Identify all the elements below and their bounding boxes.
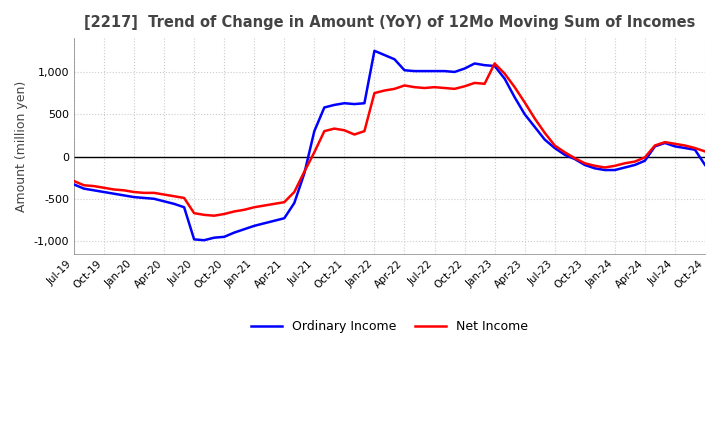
Ordinary Income (340, 101, 348, 106)
Net Income (150, 190, 158, 195)
Ordinary Income (490, 63, 499, 69)
Line: Ordinary Income: Ordinary Income (74, 51, 705, 240)
Net Income (431, 84, 439, 90)
Net Income (70, 178, 78, 183)
Ordinary Income (70, 182, 78, 187)
Ordinary Income (400, 68, 409, 73)
Y-axis label: Amount (million yen): Amount (million yen) (15, 81, 28, 212)
Ordinary Income (150, 196, 158, 202)
Net Income (490, 61, 499, 66)
Net Income (390, 86, 399, 92)
Net Income (500, 71, 509, 76)
Ordinary Income (500, 76, 509, 81)
Line: Net Income: Net Income (74, 63, 705, 216)
Net Income (480, 81, 489, 86)
Net Income (701, 149, 709, 154)
Net Income (210, 213, 218, 218)
Ordinary Income (200, 238, 209, 243)
Title: [2217]  Trend of Change in Amount (YoY) of 12Mo Moving Sum of Incomes: [2217] Trend of Change in Amount (YoY) o… (84, 15, 695, 30)
Net Income (340, 128, 348, 133)
Ordinary Income (440, 69, 449, 74)
Legend: Ordinary Income, Net Income: Ordinary Income, Net Income (246, 315, 534, 338)
Ordinary Income (370, 48, 379, 53)
Ordinary Income (701, 162, 709, 168)
